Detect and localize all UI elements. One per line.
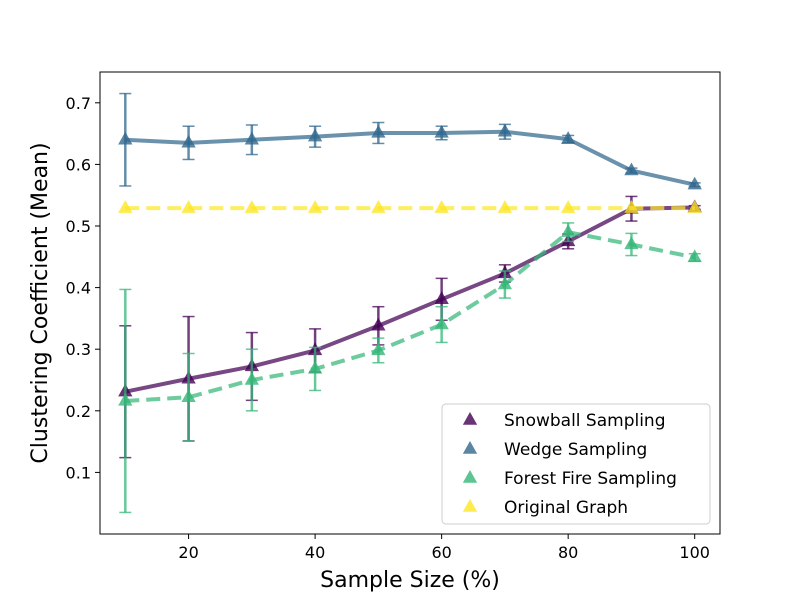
data-point <box>687 200 702 213</box>
data-point <box>244 371 259 385</box>
data-point <box>244 131 259 145</box>
data-point <box>181 200 196 213</box>
data-point <box>434 124 449 138</box>
x-tick-label: 100 <box>679 543 710 562</box>
data-point <box>118 200 133 213</box>
legend-label: Snowball Sampling <box>504 411 666 431</box>
data-point <box>561 131 576 144</box>
legend-label: Original Graph <box>504 498 628 518</box>
data-point <box>434 291 449 305</box>
data-point <box>434 200 449 213</box>
x-tick-label: 60 <box>431 543 451 562</box>
legend-marker <box>462 440 478 454</box>
x-tick-label: 20 <box>178 543 198 562</box>
data-point <box>624 162 639 176</box>
y-tick-label: 0.1 <box>66 463 91 482</box>
data-point <box>687 176 702 190</box>
x-axis-title: Sample Size (%) <box>320 568 500 593</box>
data-point <box>307 200 323 213</box>
series-line <box>125 230 696 403</box>
data-point <box>371 317 386 331</box>
x-axis: 20 40 60 80 100 <box>178 534 710 562</box>
data-point <box>497 200 513 213</box>
series-original-graph <box>118 200 702 213</box>
y-tick-label: 0.7 <box>66 94 91 113</box>
series-line <box>125 129 696 187</box>
data-point <box>561 224 576 237</box>
legend-marker <box>462 469 478 483</box>
legend-label: Forest Fire Sampling <box>504 469 677 489</box>
legend: Snowball Sampling Wedge Sampling Forest Fi… <box>441 403 711 525</box>
x-tick-label: 80 <box>558 543 578 562</box>
series-layer <box>118 92 702 514</box>
data-point <box>371 124 386 138</box>
data-point <box>181 389 196 402</box>
legend-marker <box>462 498 478 512</box>
data-point <box>434 316 449 330</box>
data-point <box>624 200 639 213</box>
legend-marker <box>462 411 478 425</box>
data-point <box>497 123 513 137</box>
y-axis-title: Clustering Coefficient (Mean) <box>28 142 53 463</box>
y-tick-label: 0.5 <box>66 217 91 236</box>
plot-frame <box>99 71 721 535</box>
data-point <box>687 249 702 263</box>
data-point <box>118 131 133 145</box>
data-point <box>371 342 386 356</box>
data-point <box>371 200 386 213</box>
data-point <box>181 134 196 148</box>
y-tick-label: 0.4 <box>66 279 91 298</box>
data-point <box>497 276 513 290</box>
y-axis: 0.1 0.2 0.3 0.4 0.5 0.6 0.7 <box>66 94 100 482</box>
series-forest-fire-sampling <box>118 222 702 514</box>
legend-frame <box>441 403 711 525</box>
y-tick-label: 0.2 <box>66 402 91 421</box>
y-tick-label: 0.3 <box>66 340 91 359</box>
series-line <box>124 205 695 394</box>
data-point <box>244 200 259 213</box>
data-point <box>307 128 323 142</box>
data-point <box>118 392 133 406</box>
y-tick-label: 0.6 <box>66 155 91 174</box>
data-point <box>624 236 639 250</box>
x-tick-label: 40 <box>305 543 325 562</box>
series-wedge-sampling <box>118 92 702 190</box>
data-point <box>561 200 576 213</box>
legend-label: Wedge Sampling <box>504 440 647 460</box>
data-point <box>307 360 323 374</box>
